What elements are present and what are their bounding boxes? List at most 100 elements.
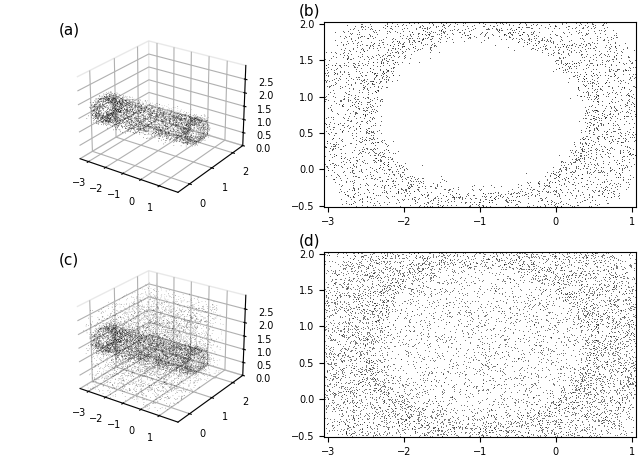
- Point: [451, 234, 461, 242]
- Point: [315, 160, 325, 168]
- Point: [532, 38, 543, 45]
- Point: [381, 351, 392, 359]
- Point: [572, 381, 582, 389]
- Point: [339, 189, 349, 196]
- Point: [379, 288, 389, 296]
- Point: [545, 266, 555, 274]
- Point: [417, 247, 427, 254]
- Point: [373, 138, 383, 146]
- Point: [363, 437, 373, 444]
- Point: [589, 301, 599, 308]
- Point: [403, 222, 413, 230]
- Point: [536, 264, 547, 271]
- Point: [420, 260, 431, 267]
- Point: [343, 424, 353, 431]
- Point: [593, 391, 604, 398]
- Point: [554, 191, 564, 198]
- Point: [353, 249, 363, 257]
- Point: [636, 383, 640, 390]
- Point: [446, 393, 456, 401]
- Point: [581, 88, 591, 95]
- Point: [376, 188, 387, 195]
- Point: [614, 426, 625, 433]
- Point: [460, 227, 470, 234]
- Point: [591, 60, 602, 68]
- Point: [630, 151, 640, 159]
- Point: [317, 390, 328, 397]
- Point: [571, 59, 581, 66]
- Point: [362, 119, 372, 127]
- Point: [613, 339, 623, 347]
- Point: [626, 87, 636, 94]
- Point: [387, 229, 397, 236]
- Point: [537, 278, 547, 286]
- Point: [540, 400, 550, 408]
- Point: [596, 302, 607, 310]
- Point: [449, 278, 459, 286]
- Point: [522, 397, 532, 405]
- Point: [590, 418, 600, 425]
- Point: [445, 187, 455, 195]
- Point: [366, 357, 376, 364]
- Point: [518, 258, 529, 265]
- Point: [557, 232, 568, 239]
- Point: [580, 29, 591, 36]
- Point: [528, 226, 538, 233]
- Point: [463, 0, 473, 1]
- Point: [588, 299, 598, 307]
- Point: [353, 341, 364, 349]
- Point: [532, 371, 542, 378]
- Point: [426, 33, 436, 40]
- Point: [565, 201, 575, 208]
- Point: [514, 244, 524, 251]
- Point: [346, 285, 356, 293]
- Point: [400, 421, 410, 428]
- Point: [539, 431, 549, 438]
- Point: [573, 307, 583, 315]
- Point: [499, 21, 509, 28]
- Point: [541, 222, 551, 229]
- Point: [453, 438, 463, 446]
- Point: [495, 367, 505, 375]
- Point: [513, 35, 524, 42]
- Point: [402, 397, 412, 404]
- Point: [445, 26, 455, 34]
- Point: [483, 345, 493, 352]
- Point: [392, 410, 402, 417]
- Point: [424, 348, 434, 355]
- Point: [418, 385, 428, 393]
- Point: [483, 359, 493, 366]
- Point: [338, 265, 348, 272]
- Point: [401, 403, 412, 411]
- Point: [563, 50, 573, 58]
- Point: [594, 146, 604, 154]
- Point: [370, 338, 380, 346]
- Point: [491, 245, 501, 252]
- Point: [348, 274, 358, 282]
- Point: [340, 351, 350, 358]
- Point: [528, 266, 538, 273]
- Point: [627, 287, 637, 294]
- Point: [565, 423, 575, 431]
- Point: [451, 8, 461, 16]
- Point: [424, 230, 434, 237]
- Point: [511, 7, 521, 14]
- Point: [598, 90, 609, 98]
- Point: [367, 277, 378, 284]
- Point: [602, 283, 612, 290]
- Point: [468, 192, 479, 199]
- Point: [575, 281, 586, 289]
- Point: [579, 162, 589, 170]
- Point: [534, 419, 544, 426]
- Point: [439, 406, 449, 414]
- Point: [491, 15, 501, 22]
- Point: [413, 417, 423, 424]
- Point: [413, 4, 424, 11]
- Point: [611, 46, 621, 53]
- Point: [556, 161, 566, 169]
- Point: [471, 0, 481, 8]
- Point: [365, 422, 376, 429]
- Point: [599, 396, 609, 403]
- Point: [534, 391, 544, 399]
- Point: [317, 336, 327, 343]
